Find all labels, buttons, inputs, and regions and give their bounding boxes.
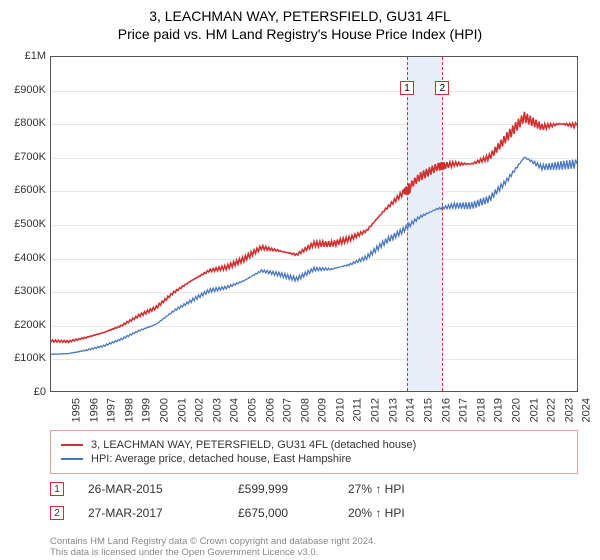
plot-area: 12 bbox=[50, 56, 578, 392]
x-tick-label: 2008 bbox=[299, 398, 311, 422]
sale-row-1: 1 26-MAR-2015 £599,999 27% ↑ HPI bbox=[50, 482, 578, 496]
series-line-1 bbox=[51, 157, 577, 354]
y-tick-label: £0 bbox=[0, 386, 46, 398]
x-tick-label: 1996 bbox=[88, 398, 100, 422]
x-tick-label: 2024 bbox=[581, 398, 593, 422]
y-tick-label: £900K bbox=[0, 84, 46, 96]
marker-box-1: 1 bbox=[400, 81, 414, 95]
legend-label: HPI: Average price, detached house, East… bbox=[91, 453, 351, 465]
sale-price-1: £599,999 bbox=[238, 482, 348, 496]
y-tick-label: £800K bbox=[0, 117, 46, 129]
footer-line2: This data is licensed under the Open Gov… bbox=[50, 547, 578, 558]
y-tick-label: £500K bbox=[0, 218, 46, 230]
footer-attribution: Contains HM Land Registry data © Crown c… bbox=[50, 536, 578, 559]
x-tick-label: 2023 bbox=[563, 398, 575, 422]
x-tick-label: 1998 bbox=[123, 398, 135, 422]
sale-date-2: 27-MAR-2017 bbox=[88, 506, 238, 520]
x-tick-label: 2013 bbox=[387, 398, 399, 422]
x-tick-label: 2000 bbox=[158, 398, 170, 422]
sale-dot-2 bbox=[438, 162, 446, 170]
x-tick-label: 2006 bbox=[264, 398, 276, 422]
x-tick-label: 2020 bbox=[510, 398, 522, 422]
x-tick-label: 2015 bbox=[422, 398, 434, 422]
x-tick-label: 2001 bbox=[176, 398, 188, 422]
legend-item: HPI: Average price, detached house, East… bbox=[61, 453, 567, 465]
x-tick-label: 2017 bbox=[458, 398, 470, 422]
x-tick-label: 2018 bbox=[475, 398, 487, 422]
x-tick-label: 2004 bbox=[229, 398, 241, 422]
sale-price-2: £675,000 bbox=[238, 506, 348, 520]
y-tick-label: £600K bbox=[0, 184, 46, 196]
x-tick-label: 2021 bbox=[528, 398, 540, 422]
legend-item: 3, LEACHMAN WAY, PETERSFIELD, GU31 4FL (… bbox=[61, 439, 567, 451]
x-tick-label: 2012 bbox=[370, 398, 382, 422]
y-tick-label: £700K bbox=[0, 151, 46, 163]
chart-title-line1: 3, LEACHMAN WAY, PETERSFIELD, GU31 4FL bbox=[0, 8, 600, 24]
x-tick-label: 2009 bbox=[317, 398, 329, 422]
legend-box: 3, LEACHMAN WAY, PETERSFIELD, GU31 4FL (… bbox=[50, 430, 578, 474]
x-tick-label: 2003 bbox=[211, 398, 223, 422]
y-tick-label: £100K bbox=[0, 352, 46, 364]
x-tick-label: 1997 bbox=[106, 398, 118, 422]
footer-line1: Contains HM Land Registry data © Crown c… bbox=[50, 536, 578, 547]
marker-box-2: 2 bbox=[435, 81, 449, 95]
legend-label: 3, LEACHMAN WAY, PETERSFIELD, GU31 4FL (… bbox=[91, 439, 416, 451]
x-tick-label: 1995 bbox=[70, 398, 82, 422]
x-tick-label: 2019 bbox=[493, 398, 505, 422]
x-tick-label: 2014 bbox=[405, 398, 417, 422]
x-tick-label: 1999 bbox=[141, 398, 153, 422]
sale-date-1: 26-MAR-2015 bbox=[88, 482, 238, 496]
chart-container: { "title": { "line1": "3, LEACHMAN WAY, … bbox=[0, 0, 600, 560]
y-tick-label: £300K bbox=[0, 285, 46, 297]
x-tick-label: 2002 bbox=[194, 398, 206, 422]
sale-marker-2: 2 bbox=[50, 506, 64, 520]
sale-pct-1: 27% ↑ HPI bbox=[348, 482, 468, 496]
sale-dot-1 bbox=[403, 187, 411, 195]
x-tick-label: 2005 bbox=[246, 398, 258, 422]
x-tick-label: 2016 bbox=[440, 398, 452, 422]
y-tick-label: £1M bbox=[0, 50, 46, 62]
sale-pct-2: 20% ↑ HPI bbox=[348, 506, 468, 520]
legend-swatch bbox=[61, 458, 83, 460]
x-tick-label: 2007 bbox=[282, 398, 294, 422]
sale-row-2: 2 27-MAR-2017 £675,000 20% ↑ HPI bbox=[50, 506, 578, 520]
chart-title-line2: Price paid vs. HM Land Registry's House … bbox=[0, 26, 600, 42]
y-tick-label: £400K bbox=[0, 252, 46, 264]
x-tick-label: 2010 bbox=[334, 398, 346, 422]
chart-title-block: 3, LEACHMAN WAY, PETERSFIELD, GU31 4FL P… bbox=[0, 0, 600, 42]
series-line-0 bbox=[51, 112, 577, 343]
line-series-svg bbox=[51, 57, 577, 391]
y-tick-label: £200K bbox=[0, 319, 46, 331]
legend-swatch bbox=[61, 444, 83, 446]
x-tick-label: 2011 bbox=[351, 398, 363, 422]
x-tick-label: 2022 bbox=[546, 398, 558, 422]
sale-marker-1: 1 bbox=[50, 482, 64, 496]
